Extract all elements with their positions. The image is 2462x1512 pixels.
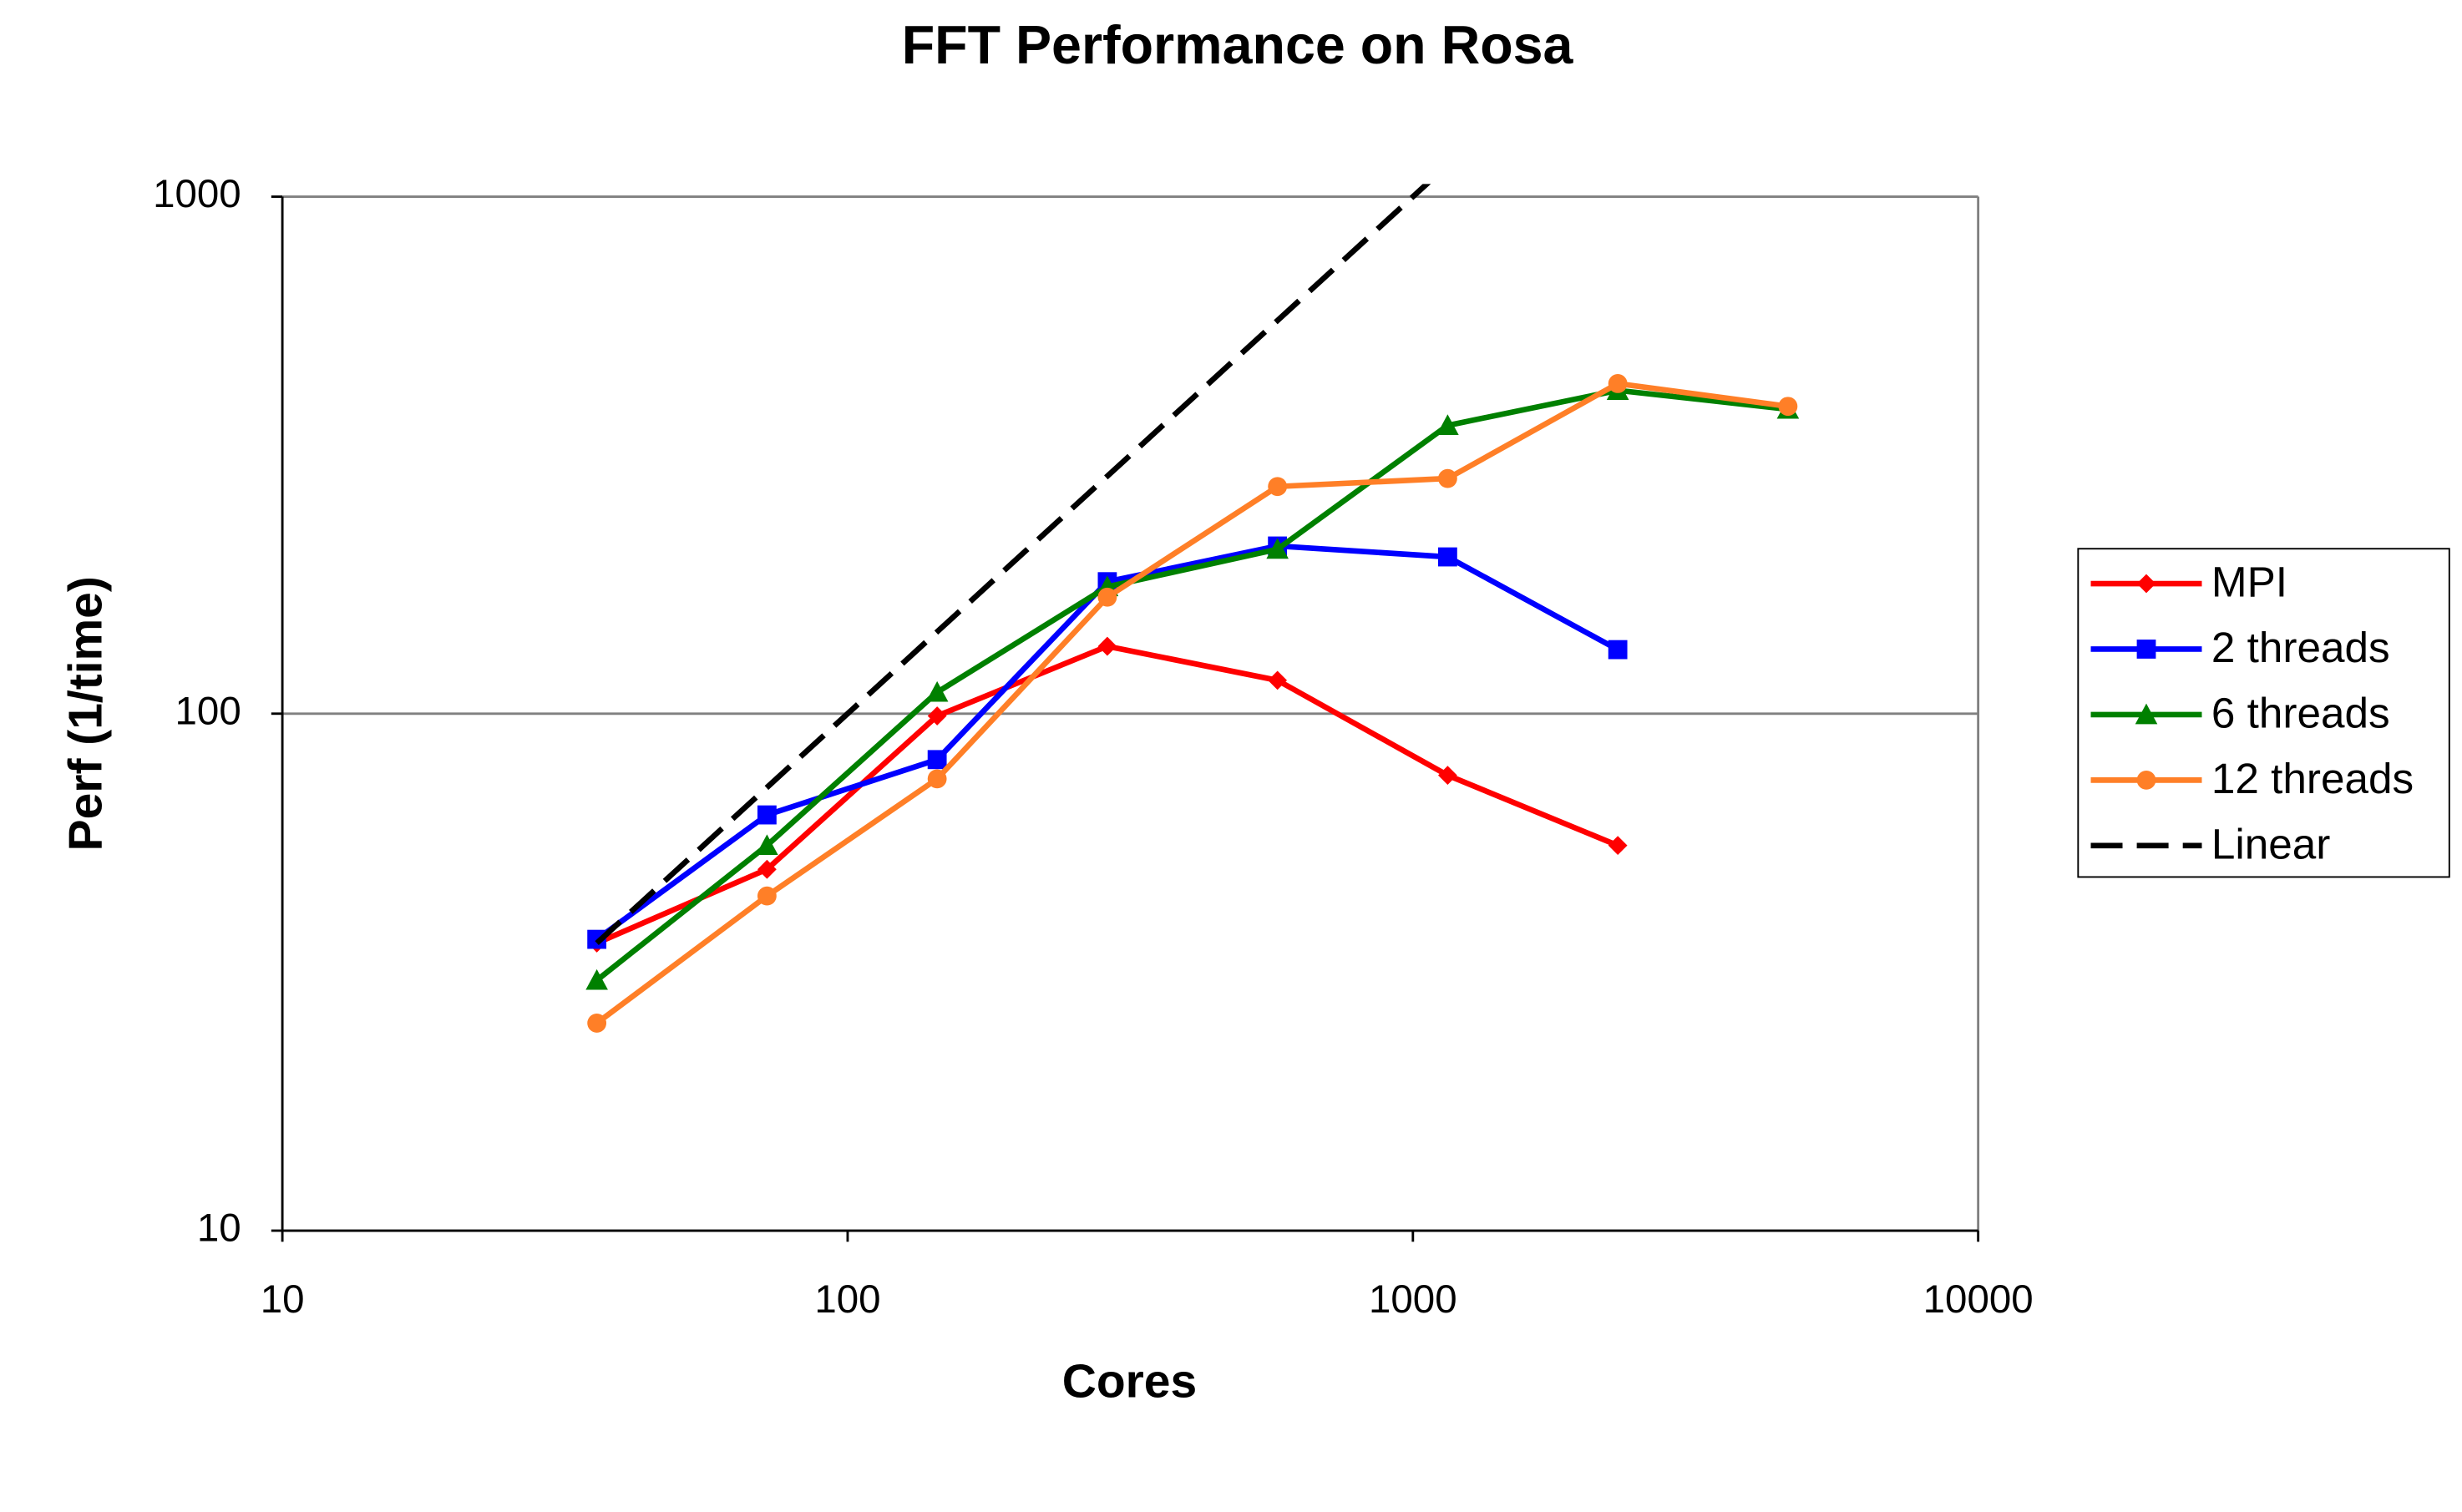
legend-label: 2 threads	[2211, 624, 2390, 671]
marker	[1438, 468, 1457, 488]
x-axis-label: Cores	[1062, 1354, 1197, 1408]
legend-label: Linear	[2211, 820, 2331, 867]
marker	[1438, 547, 1457, 567]
chart-title: FFT Performance on Rosa	[902, 15, 1574, 75]
marker	[1097, 587, 1117, 607]
marker	[1268, 477, 1288, 497]
y-tick-label: 1000	[153, 172, 241, 216]
x-tick-label: 1000	[1369, 1277, 1457, 1322]
marker	[587, 1014, 607, 1033]
marker	[757, 859, 777, 879]
legend-label: 6 threads	[2211, 689, 2390, 736]
plot-area	[585, 184, 1800, 1033]
x-tick-label: 10	[261, 1277, 305, 1322]
series-line	[595, 643, 1619, 946]
marker	[2136, 770, 2156, 790]
legend-label: 12 threads	[2211, 755, 2414, 802]
marker	[757, 805, 777, 825]
marker	[927, 706, 947, 726]
y-tick-label: 100	[175, 689, 241, 733]
marker	[1097, 636, 1117, 656]
x-tick-label: 100	[814, 1277, 880, 1322]
series-line	[595, 184, 1431, 945]
marker	[925, 680, 949, 702]
marker	[927, 750, 947, 770]
marker	[2136, 640, 2156, 659]
legend-label: MPI	[2211, 558, 2287, 605]
marker	[1266, 538, 1289, 559]
y-tick-label: 10	[197, 1206, 241, 1251]
marker	[1608, 374, 1628, 393]
marker	[1608, 640, 1628, 660]
marker	[927, 769, 947, 789]
marker	[757, 886, 777, 906]
marker	[2135, 703, 2158, 725]
marker	[1608, 836, 1628, 856]
marker	[756, 834, 778, 856]
marker	[585, 968, 608, 990]
series-line	[595, 380, 1789, 1026]
x-tick-label: 10000	[1923, 1277, 2034, 1322]
y-axis-label: Perf (1/time)	[58, 576, 112, 851]
marker	[1268, 670, 1288, 690]
marker	[1436, 414, 1459, 435]
marker	[1778, 397, 1798, 417]
